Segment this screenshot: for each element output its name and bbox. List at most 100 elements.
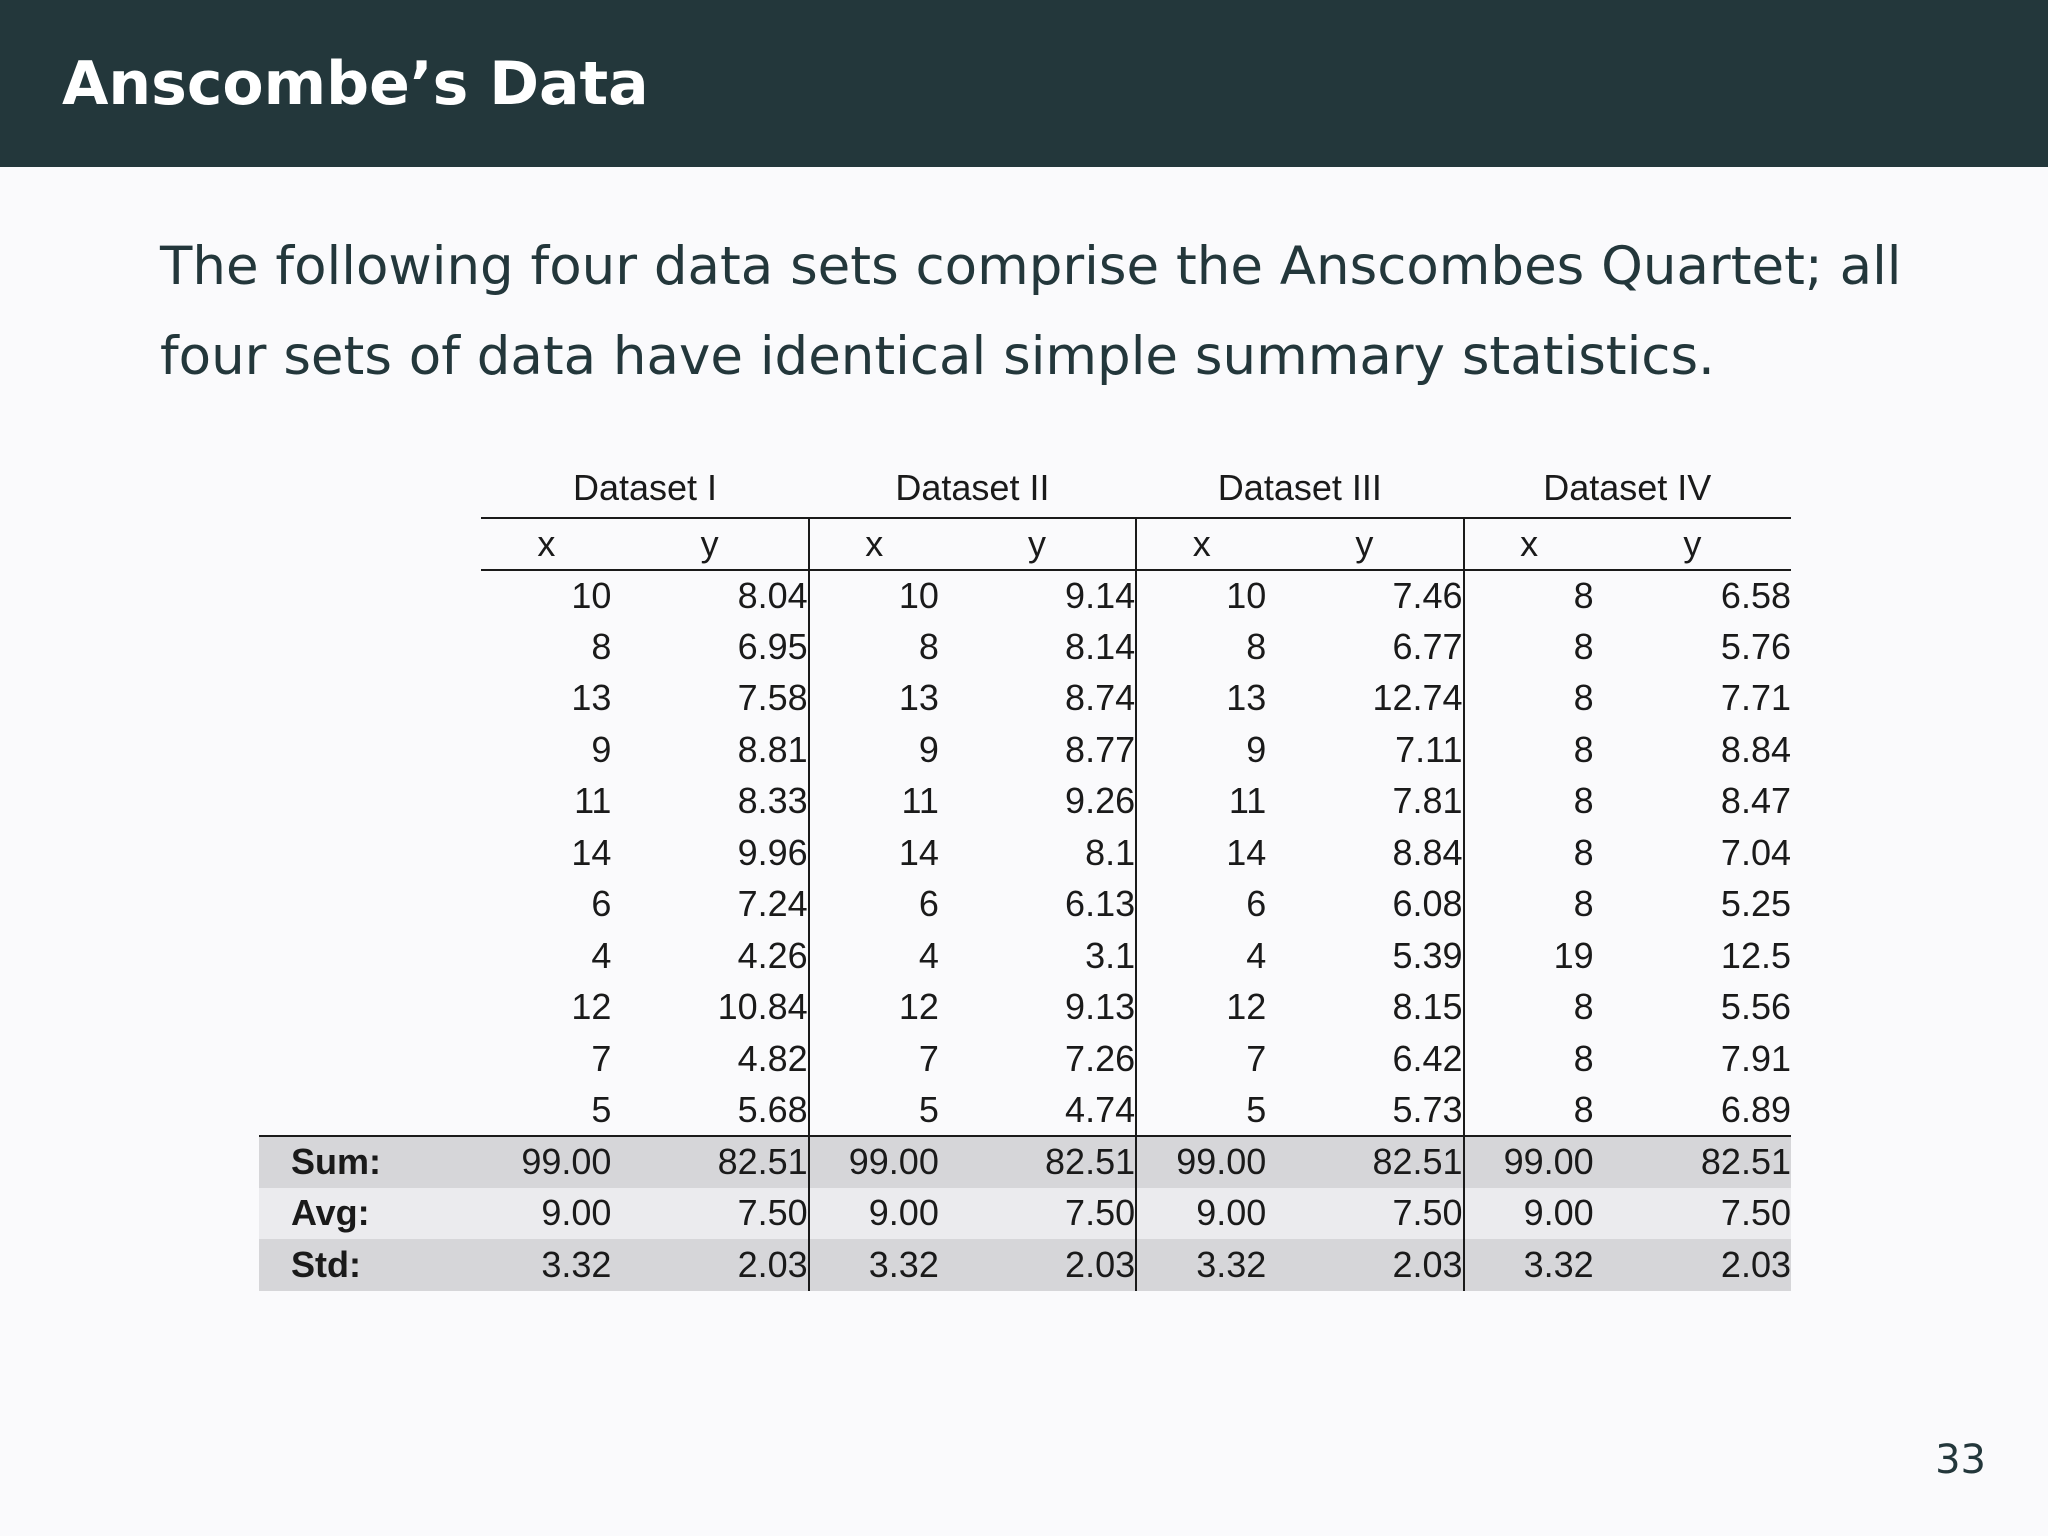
cell-x: 6 [807,878,939,930]
row-label-cell [259,776,481,828]
cell-x: 8 [1462,724,1594,776]
cell-x: 7 [807,1033,939,1085]
summary-rows: Sum: 99.00 82.51 99.00 82.51 99.00 82.51 99.00 8… [259,1135,1791,1291]
cell-x: 12 [571,986,612,1028]
cell-x: 10 [571,574,612,616]
cell-x: 10 [1135,569,1267,621]
cell-y: 8.74 [1065,677,1136,719]
cell-y: 8.84 [1392,831,1463,873]
summary-label: Std: [259,1239,482,1291]
cell-x: 14 [571,831,612,873]
cell-y: 5.39 [1392,934,1463,976]
cell-y: 9.96 [737,831,808,873]
cell-y: 8.47 [1720,780,1791,822]
cell-y: 6.95 [737,625,808,667]
column-header-y: y [611,518,809,571]
cell-x: 11 [807,775,939,827]
table-row: 6 7.24 6 6.13 6 6.08 8 5.25 [259,878,1791,930]
cell-y: 4.26 [737,934,808,976]
cell-y: 3.1 [1085,934,1136,976]
cell-x: 4 [1135,930,1267,982]
column-header-x: x [1462,518,1594,571]
row-label-cell [259,982,481,1034]
cell-y: 8.81 [737,728,808,770]
dataset-header: Dataset III [1136,458,1464,519]
column-header-x: x [1135,518,1267,571]
summary-cell-x: 9.00 [1135,1187,1267,1239]
column-header-y: y [1266,518,1464,571]
cell-x: 6 [591,883,612,925]
cell-x: 8 [1462,878,1594,930]
cell-y: 9.26 [1065,780,1136,822]
cell-y: 8.04 [737,574,808,616]
cell-x: 8 [807,621,939,673]
cell-y: 7.46 [1392,574,1463,616]
cell-x: 8 [1462,1033,1594,1085]
cell-x: 5 [807,1084,939,1136]
cell-x: 9 [807,724,939,776]
slide-header: Anscombe’s Data [0,0,2048,167]
cell-x: 13 [571,677,612,719]
cell-y: 7.11 [1395,728,1463,770]
cell-y: 8.14 [1065,625,1136,667]
cell-y: 6.13 [1065,883,1136,925]
cell-y: 5.56 [1720,986,1791,1028]
cell-x: 4 [591,934,612,976]
intro-paragraph: The following four data sets comprise th… [160,236,1902,387]
cell-x: 4 [807,930,939,982]
row-label-cell [259,1085,481,1137]
cell-x: 5 [1135,1084,1267,1136]
dataset-header: Dataset II [808,458,1137,519]
cell-y: 12.5 [1720,934,1791,976]
xy-header-row: x y x y x y x y [259,518,1791,571]
cell-x: 6 [1135,878,1267,930]
summary-cell-x: 99.00 [807,1135,939,1188]
table-row: 7 4.82 7 7.26 7 6.42 8 7.91 [259,1033,1791,1085]
cell-x: 14 [1135,827,1267,879]
cell-y: 9.14 [1065,574,1136,616]
summary-row: Avg: 9.00 7.50 9.00 7.50 9.00 7.50 9.00 7.50 [259,1187,1791,1239]
cell-x: 12 [807,981,939,1033]
cell-y: 4.74 [1065,1088,1136,1130]
summary-row: Std: 3.32 2.03 3.32 2.03 3.32 2.03 3.32 2.03 [259,1239,1791,1291]
cell-y: 7.24 [737,883,808,925]
cell-y: 8.33 [737,780,808,822]
table-row: 5 5.68 5 4.74 5 5.73 8 6.89 [259,1084,1791,1137]
cell-y: 12.74 [1372,677,1463,719]
cell-x: 8 [1462,775,1594,827]
summary-cell-y: 7.50 [938,1187,1137,1239]
cell-x: 8 [1462,621,1594,673]
cell-y: 4.82 [737,1037,808,1079]
cell-x: 8 [1462,981,1594,1033]
slide-title: Anscombe’s Data [62,49,649,119]
summary-cell-y: 7.50 [1593,1187,1791,1239]
row-label-cell [259,724,481,776]
corner-cell [259,518,481,570]
cell-y: 10.84 [717,986,808,1028]
summary-cell-y: 7.50 [611,1187,809,1239]
dataset-header-row: Dataset I Dataset II Dataset III Dataset… [259,458,1791,519]
cell-y: 7.26 [1065,1037,1136,1079]
cell-x: 8 [1462,672,1594,724]
cell-x: 13 [807,672,939,724]
summary-cell-x: 9.00 [1462,1187,1594,1239]
summary-cell-x: 3.32 [481,1239,612,1291]
cell-x: 7 [1135,1033,1267,1085]
table-row: 13 7.58 13 8.74 13 12.74 8 7.71 [259,672,1791,724]
cell-x: 5 [591,1088,612,1130]
cell-x: 11 [574,780,612,822]
summary-cell-y: 82.51 [938,1135,1137,1188]
cell-x: 13 [1135,672,1267,724]
table-row: 8 6.95 8 8.14 8 6.77 8 5.76 [259,621,1791,673]
cell-y: 8.15 [1392,986,1463,1028]
cell-y: 6.42 [1392,1037,1463,1079]
cell-y: 5.68 [737,1088,808,1130]
cell-x: 8 [1462,1084,1594,1136]
summary-cell-y: 82.51 [1593,1135,1791,1188]
summary-cell-x: 3.32 [1135,1239,1267,1291]
cell-y: 5.25 [1720,883,1791,925]
table-row: 11 8.33 11 9.26 11 7.81 8 8.47 [259,775,1791,828]
column-header-x: x [481,518,612,571]
summary-cell-y: 82.51 [611,1135,809,1188]
summary-label: Sum: [259,1135,482,1188]
